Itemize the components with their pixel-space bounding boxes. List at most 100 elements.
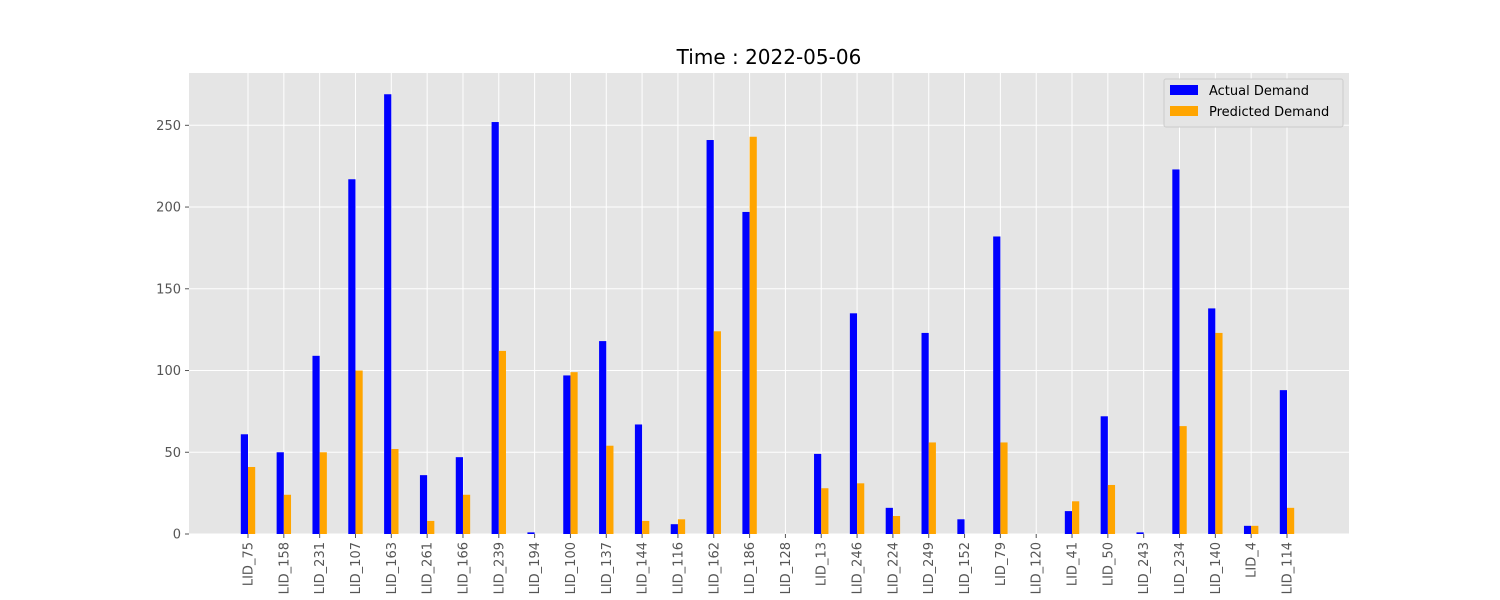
y-tick-label: 150 (156, 282, 181, 297)
y-tick-label: 250 (156, 119, 181, 134)
x-tick-label: LID_162 (707, 542, 722, 594)
x-tick-label: LID_75 (242, 542, 257, 586)
bar-predicted-lid-79 (1000, 442, 1008, 534)
bar-predicted-lid-261 (427, 520, 435, 534)
bar-actual-lid-186 (742, 211, 750, 534)
y-tick-label: 200 (156, 201, 181, 216)
bar-actual-lid-116 (670, 524, 678, 534)
legend-label-predicted: Predicted Demand (1209, 105, 1329, 120)
x-tick-label: LID_79 (994, 542, 1009, 586)
x-tick-label: LID_41 (1066, 542, 1081, 586)
plot-area (189, 73, 1349, 534)
legend: Actual Demand Predicted Demand (1163, 78, 1344, 128)
x-tick-label: LID_261 (421, 542, 436, 594)
x-tick-label: LID_186 (743, 542, 758, 594)
bar-actual-lid-140 (1208, 308, 1216, 534)
x-tick-label: LID_194 (528, 542, 543, 594)
bar-predicted-lid-116 (677, 519, 686, 534)
bar-predicted-lid-4 (1251, 525, 1259, 534)
bar-predicted-lid-186 (749, 136, 757, 534)
bar-actual-lid-234 (1172, 169, 1180, 534)
x-tick-label: LID_224 (886, 542, 901, 594)
y-tick-label: 100 (156, 364, 181, 379)
bar-actual-lid-162 (706, 140, 714, 534)
bar-actual-lid-158 (276, 452, 284, 534)
bar-predicted-lid-75 (248, 466, 256, 534)
bar-actual-lid-239 (491, 122, 499, 534)
bar-predicted-lid-144 (642, 520, 650, 534)
bar-actual-lid-194 (527, 532, 535, 534)
bar-predicted-lid-163 (391, 448, 399, 534)
x-tick-label: LID_128 (779, 542, 794, 594)
bars (240, 94, 1295, 535)
bar-predicted-lid-239 (498, 350, 506, 534)
bar-predicted-lid-166 (462, 494, 471, 534)
bar-actual-lid-152 (957, 519, 965, 534)
x-tick-label: LID_158 (277, 542, 292, 594)
bar-actual-lid-231 (312, 355, 320, 534)
x-tick-label: LID_246 (851, 542, 866, 594)
bar-actual-lid-13 (814, 453, 822, 534)
x-tick-label: LID_140 (1209, 542, 1224, 594)
bar-predicted-lid-234 (1179, 426, 1187, 534)
x-tick-label: LID_243 (1137, 542, 1152, 594)
x-tick-label: LID_234 (1173, 542, 1188, 594)
x-tick-label: LID_116 (671, 542, 686, 594)
x-tick-label: LID_13 (815, 542, 830, 586)
bar-predicted-lid-41 (1072, 501, 1080, 534)
bar-actual-lid-243 (1136, 532, 1144, 534)
x-tick-label: LID_231 (313, 542, 328, 594)
bar-predicted-lid-231 (319, 452, 327, 534)
x-tick-label: LID_166 (456, 542, 471, 594)
bar-predicted-lid-137 (606, 445, 614, 534)
x-tick-label: LID_144 (636, 542, 651, 594)
bar-actual-lid-137 (599, 341, 607, 534)
bar-actual-lid-41 (1064, 511, 1073, 534)
x-tick-label: LID_163 (385, 542, 400, 594)
x-tick-label: LID_152 (958, 542, 973, 594)
legend-box (1163, 78, 1344, 128)
x-tick-label: LID_137 (600, 542, 615, 594)
bar-predicted-lid-50 (1107, 484, 1116, 534)
bar-predicted-lid-158 (283, 494, 292, 534)
bar-predicted-lid-100 (570, 372, 578, 534)
x-axis: LID_75 LID_158 LID_231 LID_107 LID_163 LID_26… (242, 534, 1296, 594)
bar-predicted-lid-246 (857, 483, 865, 534)
x-tick-label: LID_249 (922, 542, 937, 594)
bar-actual-lid-50 (1100, 416, 1108, 534)
bar-actual-lid-246 (849, 313, 858, 534)
x-tick-label: LID_107 (349, 542, 364, 594)
bar-actual-lid-100 (563, 375, 571, 534)
bar-predicted-lid-13 (821, 488, 829, 534)
bar-actual-lid-261 (419, 475, 428, 534)
bar-actual-lid-4 (1243, 525, 1252, 534)
bar-actual-lid-114 (1279, 390, 1287, 534)
bar-actual-lid-79 (993, 236, 1001, 535)
x-tick-label: LID_239 (492, 542, 507, 594)
bar-actual-lid-107 (348, 179, 356, 534)
bar-actual-lid-224 (885, 507, 893, 534)
bar-actual-lid-75 (240, 434, 248, 534)
legend-swatch-predicted (1170, 106, 1198, 116)
bar-predicted-lid-114 (1287, 507, 1295, 534)
x-tick-label: LID_4 (1245, 542, 1260, 578)
chart-title: Time : 2022-05-06 (676, 45, 862, 69)
legend-label-actual: Actual Demand (1209, 84, 1309, 99)
y-tick-label: 0 (173, 528, 181, 543)
y-tick-label: 50 (164, 446, 181, 461)
bar-actual-lid-144 (634, 424, 643, 534)
bar-predicted-lid-162 (713, 331, 721, 534)
legend-swatch-actual (1170, 85, 1198, 95)
bar-predicted-lid-224 (892, 516, 901, 534)
y-axis: 0 50 100 150 200 250 (156, 119, 189, 543)
bar-actual-lid-163 (384, 94, 392, 534)
x-tick-label: LID_50 (1101, 542, 1116, 586)
bar-actual-lid-166 (455, 457, 463, 534)
bar-predicted-lid-140 (1215, 332, 1223, 534)
bar-predicted-lid-107 (355, 370, 363, 534)
bar-predicted-lid-249 (928, 442, 936, 534)
x-tick-label: LID_114 (1281, 542, 1296, 594)
x-tick-label: LID_120 (1030, 542, 1045, 594)
